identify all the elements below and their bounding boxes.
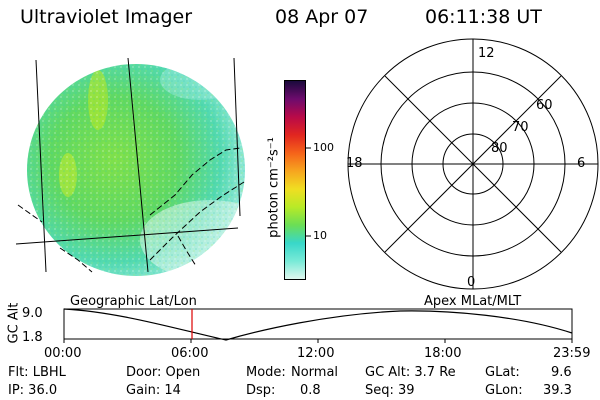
polar-ring-label-60: 60 xyxy=(536,98,553,113)
time-tick-4: 23:59 xyxy=(553,346,591,361)
info-glon-value: 39.3 xyxy=(543,383,572,398)
info-dsp-value: 0.8 xyxy=(300,383,321,398)
date-label: 08 Apr 07 xyxy=(275,6,369,28)
time-tick-0: 00:00 xyxy=(44,346,82,361)
info-seq: Seq: 39 xyxy=(365,383,415,398)
info-dsp-label: Dsp: xyxy=(246,383,276,398)
altitude-y-bottom: 1.8 xyxy=(22,330,43,345)
info-glon-label: GLon: xyxy=(485,383,523,398)
altitude-axis-label: GC Alt xyxy=(6,302,22,344)
polar-label-top: 12 xyxy=(478,46,495,61)
altitude-y-top: 9.0 xyxy=(22,306,43,321)
info-gc-alt: GC Alt: 3.7 Re xyxy=(365,365,456,380)
geo-grid-lines xyxy=(15,57,245,273)
apex-label: Apex MLat/MLT xyxy=(424,294,522,309)
info-gain: Gain: 14 xyxy=(126,383,181,398)
polar-ring-label-70: 70 xyxy=(512,120,529,135)
info-glat-value: 9.6 xyxy=(551,365,572,380)
info-mode-value: Normal xyxy=(291,365,339,380)
polar-label-bottom: 0 xyxy=(467,275,476,290)
polar-label-left: 18 xyxy=(346,156,363,171)
altitude-curve xyxy=(63,308,573,341)
time-tick-3: 18:00 xyxy=(424,346,462,361)
info-flt: Flt: LBHL xyxy=(8,365,66,380)
colorbar-tick-100: 100 xyxy=(313,141,334,154)
info-door: Door: Open xyxy=(126,365,201,380)
colorbar-tick-10: 10 xyxy=(313,229,327,242)
time-tick-1: 06:00 xyxy=(171,346,209,361)
info-mode-label: Mode: xyxy=(246,365,286,380)
polar-ring-label-80: 80 xyxy=(491,141,508,156)
altitude-plot-frame xyxy=(63,308,573,340)
info-glat-label: GLat: xyxy=(485,365,520,380)
time-label: 06:11:38 UT xyxy=(425,6,542,28)
colorbar xyxy=(284,80,306,280)
instrument-title: Ultraviolet Imager xyxy=(20,6,193,28)
info-ip: IP: 36.0 xyxy=(8,383,58,398)
polar-label-right: 6 xyxy=(577,156,586,171)
time-tick-2: 12:00 xyxy=(297,346,335,361)
geographic-label: Geographic Lat/Lon xyxy=(70,294,197,309)
